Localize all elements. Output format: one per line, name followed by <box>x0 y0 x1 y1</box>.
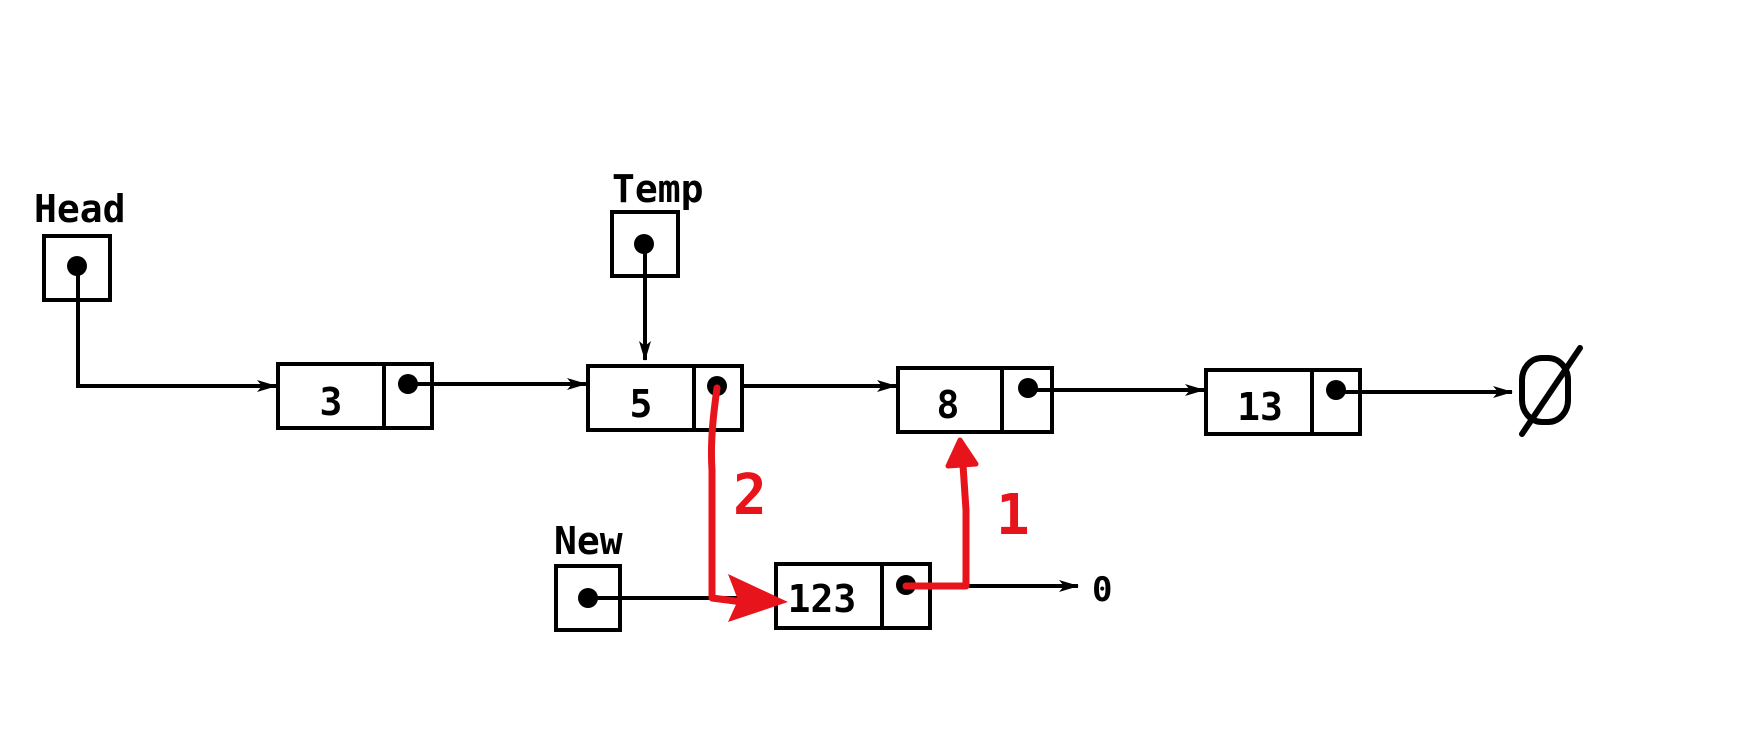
new-node-box <box>774 562 932 630</box>
head-pointer: Head <box>34 187 277 392</box>
node-13-box <box>1204 368 1362 436</box>
node-3-next-dot <box>398 374 418 394</box>
new-pointer: New <box>554 519 776 632</box>
step-2-arrowhead <box>728 574 788 622</box>
node-8-value: 8 <box>937 383 960 427</box>
step-2-line <box>707 384 762 608</box>
new-node-value: 123 <box>788 577 857 621</box>
head-arrow <box>76 268 277 392</box>
node-5: 5 <box>586 364 897 432</box>
step-1-arrowhead <box>945 437 979 469</box>
node-5-value: 5 <box>630 382 653 426</box>
step-1-arrow: 1 <box>902 437 1030 590</box>
temp-pointer: Temp <box>610 167 704 361</box>
new-node: 123 0 <box>774 562 1112 630</box>
temp-label: Temp <box>612 167 704 211</box>
node-3: 3 <box>276 362 587 430</box>
node-8: 8 <box>896 366 1205 434</box>
node-3-box <box>276 362 434 430</box>
new-label: New <box>554 519 623 563</box>
head-dot <box>67 256 87 276</box>
step-1-label: 1 <box>996 483 1030 548</box>
temp-dot <box>634 234 654 254</box>
null-symbol <box>1519 345 1583 437</box>
node-8-next-dot <box>1018 378 1038 398</box>
node-13: 13 <box>1204 368 1513 436</box>
step-2-arrow: 2 <box>707 384 788 622</box>
node-3-value: 3 <box>320 380 343 424</box>
step-1-line <box>902 446 970 590</box>
node-13-value: 13 <box>1237 385 1283 429</box>
node-13-next-dot <box>1326 380 1346 400</box>
step-2-label: 2 <box>733 463 767 528</box>
head-label: Head <box>34 187 126 231</box>
new-node-next-zero: 0 <box>1092 570 1112 610</box>
node-8-box <box>896 366 1054 434</box>
new-dot <box>578 588 598 608</box>
null-oval <box>1519 355 1571 425</box>
null-slash <box>1519 345 1583 437</box>
